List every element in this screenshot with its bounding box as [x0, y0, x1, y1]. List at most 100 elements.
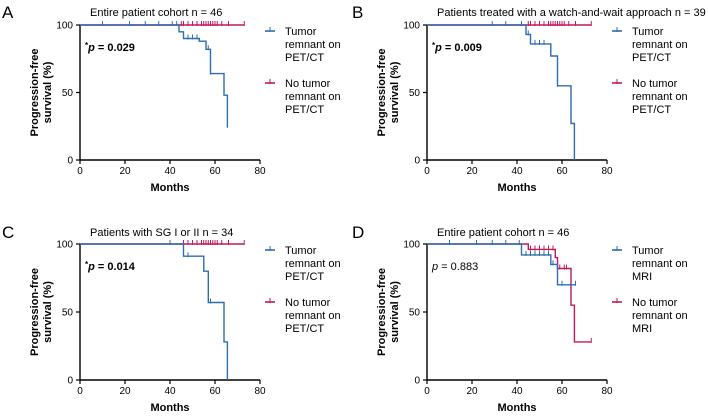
panel-title: Entire patient cohort n = 46	[90, 7, 222, 19]
y-tick-label: 100	[56, 240, 73, 251]
panel-b: B Patients treated with a watch-and-wait …	[352, 3, 706, 194]
p-value-label: *p = 0.009	[432, 41, 482, 54]
panel-letter: D	[352, 223, 364, 242]
legend-label: remnant on	[632, 310, 688, 322]
x-axis-label: Months	[497, 402, 536, 413]
legend-label: Tumor	[285, 26, 317, 38]
p-value-symbol: p	[434, 42, 442, 54]
x-tick-label: 60	[209, 166, 221, 177]
x-tick-label: 0	[77, 386, 83, 397]
y-tick-label: 100	[56, 21, 73, 32]
x-tick-label: 80	[601, 166, 613, 177]
panel-letter: C	[2, 223, 14, 242]
y-axis-label-line: Progression-free	[29, 48, 41, 136]
legend-label: Tumor	[632, 245, 664, 257]
legend-label: PET/CT	[632, 104, 671, 116]
p-value-star: *	[432, 41, 436, 50]
y-tick-label: 100	[403, 21, 420, 32]
legend-label: remnant on	[632, 91, 688, 103]
survival-curve-tumor	[80, 243, 229, 380]
x-axis-label: Months	[150, 402, 189, 413]
y-axis-label: Progression-freesurvival (%)	[29, 268, 54, 356]
legend-label: remnant on	[632, 258, 688, 270]
x-tick-label: 20	[119, 386, 131, 397]
p-value-number: = 0.009	[442, 42, 482, 54]
legend-label: remnant on	[285, 91, 341, 103]
panel-letter: A	[2, 3, 14, 22]
y-tick-label: 0	[67, 376, 73, 387]
legend-label: remnant on	[285, 310, 341, 322]
p-value-symbol: p	[87, 261, 95, 273]
survival-curve-tumor	[80, 24, 229, 128]
panel-letter: B	[352, 3, 363, 22]
survival-curve-tumor	[427, 243, 576, 286]
panel-c: C Patients with SG I or II n = 34 0 20 40 60 8…	[2, 223, 341, 414]
y-tick-label: 100	[403, 240, 420, 251]
legend-label: Tumor	[285, 245, 317, 257]
legend-label: remnant on	[285, 258, 341, 270]
x-tick-label: 40	[164, 166, 176, 177]
p-value-number: = 0.883	[438, 261, 478, 273]
x-tick-label: 80	[254, 386, 266, 397]
legend-label: PET/CT	[285, 323, 324, 335]
panel-d: D Entire patient cohort n = 46 0 20 40 60 80 0 5…	[352, 223, 688, 414]
x-tick-label: 0	[424, 386, 430, 397]
panel-title: Patients with SG I or II n = 34	[90, 227, 233, 239]
panel-a: A Entire patient cohort n = 46 0 20 40 60 80 0 5…	[2, 3, 341, 194]
y-axis-label-line: Progression-free	[376, 268, 388, 356]
p-value-label: *p = 0.029	[85, 41, 135, 54]
y-tick-label: 0	[414, 156, 420, 167]
p-value-star: *	[85, 260, 89, 269]
p-value-number: = 0.029	[95, 42, 135, 54]
x-axis-label: Months	[150, 182, 189, 194]
y-axis-label-line: survival (%)	[42, 61, 54, 123]
x-tick-label: 80	[601, 386, 613, 397]
legend-label: No tumor	[285, 297, 331, 309]
legend-label: PET/CT	[285, 104, 324, 116]
y-tick-label: 0	[67, 156, 73, 167]
x-tick-label: 0	[424, 166, 430, 177]
y-axis-label-line: survival (%)	[389, 281, 401, 343]
legend-label: MRI	[632, 323, 652, 335]
p-value-label: *p = 0.014	[85, 260, 136, 273]
p-value-symbol: p	[87, 42, 95, 54]
legend-label: No tumor	[285, 78, 331, 90]
y-tick-label: 50	[62, 308, 74, 319]
survival-curve-no-tumor	[427, 243, 592, 343]
y-axis-label-line: Progression-free	[29, 268, 41, 356]
y-axis-label: Progression-freesurvival (%)	[29, 48, 54, 136]
legend-label: Tumor	[632, 26, 664, 38]
legend-label: remnant on	[632, 39, 688, 51]
y-axis-label-line: survival (%)	[389, 61, 401, 123]
survival-curve-tumor	[427, 24, 576, 160]
y-axis-label: Progression-freesurvival (%)	[376, 268, 401, 356]
legend-label: PET/CT	[632, 52, 671, 64]
x-tick-label: 40	[164, 386, 176, 397]
legend-label: PET/CT	[285, 52, 324, 64]
y-tick-label: 50	[409, 88, 421, 99]
x-tick-label: 20	[119, 166, 131, 177]
y-axis-label-line: survival (%)	[42, 281, 54, 343]
x-tick-label: 60	[209, 386, 221, 397]
x-tick-label: 40	[511, 386, 523, 397]
x-tick-label: 40	[511, 166, 523, 177]
p-value-star: *	[85, 41, 89, 50]
y-tick-label: 0	[414, 376, 420, 387]
legend-label: remnant on	[285, 39, 341, 51]
legend-label: No tumor	[632, 297, 678, 309]
legend-label: PET/CT	[285, 271, 324, 283]
y-axis-label: Progression-freesurvival (%)	[376, 48, 401, 136]
x-axis-label: Months	[497, 182, 536, 194]
x-tick-label: 60	[556, 166, 568, 177]
legend-label: MRI	[632, 271, 652, 283]
panel-title: Patients treated with a watch-and-wait a…	[437, 7, 706, 19]
